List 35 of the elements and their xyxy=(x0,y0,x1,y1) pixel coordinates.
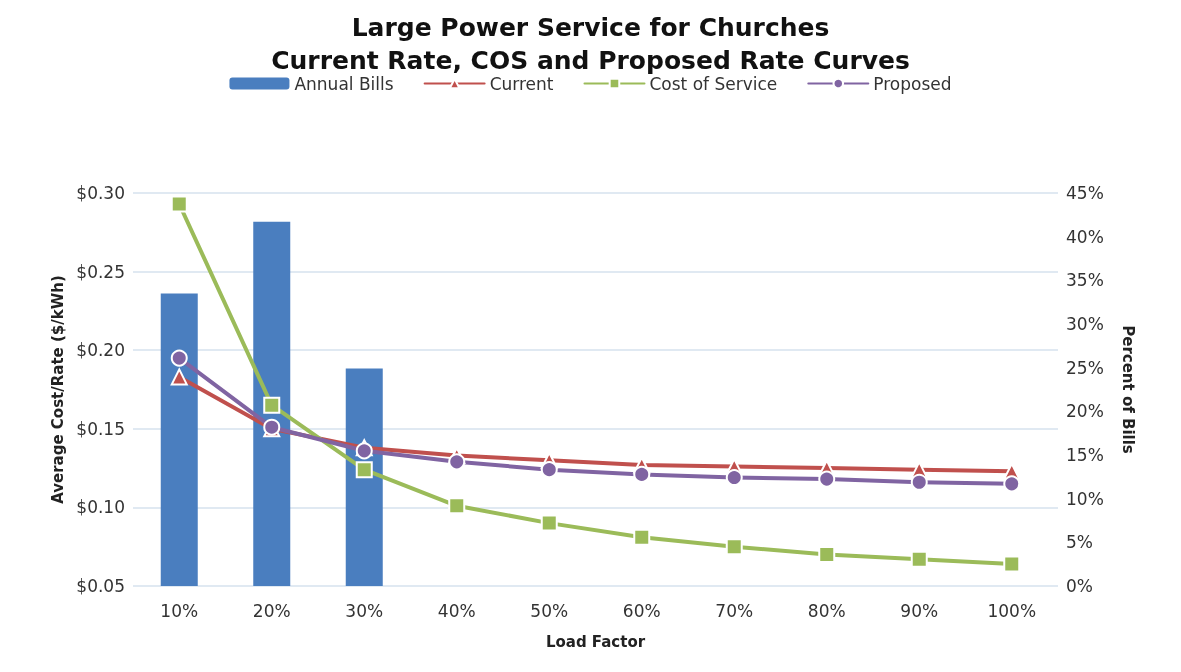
y2-axis-title: Percent of Bills xyxy=(1118,325,1137,454)
y2-tick-label: 35% xyxy=(1066,270,1104,291)
x-tick-label: 30% xyxy=(345,600,384,621)
x-tick-label: 40% xyxy=(437,600,476,621)
y-tick-label: $0.05 xyxy=(76,576,125,596)
x-tick-label: 70% xyxy=(715,600,754,621)
chart-subtitle: Current Rate, COS and Proposed Rate Curves xyxy=(271,46,910,75)
x-tick-label: 80% xyxy=(807,600,846,621)
y-tick-label: $0.10 xyxy=(76,497,125,518)
y-tick-label: $0.25 xyxy=(76,261,125,282)
y-tick-label: $0.15 xyxy=(76,418,125,439)
x-tick-label: 10% xyxy=(160,600,199,621)
legend-label: Current xyxy=(489,73,554,94)
x-tick-label: 100% xyxy=(987,600,1037,621)
x-tick-label: 60% xyxy=(622,600,661,621)
y2-tick-label: 15% xyxy=(1066,445,1104,465)
y-axis-title: Average Cost/Rate ($/kWh) xyxy=(48,275,67,504)
y-tick-label: $0.20 xyxy=(76,340,125,361)
y-tick-label: $0.30 xyxy=(76,183,125,203)
legend-label: Annual Bills xyxy=(294,73,394,94)
chart-title: Large Power Service for Churches xyxy=(351,13,830,42)
y2-tick-label: 10% xyxy=(1066,488,1104,509)
x-tick-label: 50% xyxy=(530,600,569,621)
y2-tick-label: 20% xyxy=(1066,401,1104,422)
y2-tick-label: 0% xyxy=(1066,576,1093,596)
x-tick-label: 20% xyxy=(252,600,291,621)
y2-tick-label: 40% xyxy=(1066,226,1104,247)
y2-tick-label: 45% xyxy=(1066,183,1104,203)
y2-tick-label: 30% xyxy=(1066,314,1104,334)
legend-label: Proposed xyxy=(873,73,952,94)
y2-tick-label: 5% xyxy=(1066,532,1093,553)
x-tick-label: 90% xyxy=(900,600,939,621)
y2-tick-label: 25% xyxy=(1066,357,1104,378)
x-axis-title: Load Factor xyxy=(545,632,646,651)
legend-label: Cost of Service xyxy=(649,73,778,94)
